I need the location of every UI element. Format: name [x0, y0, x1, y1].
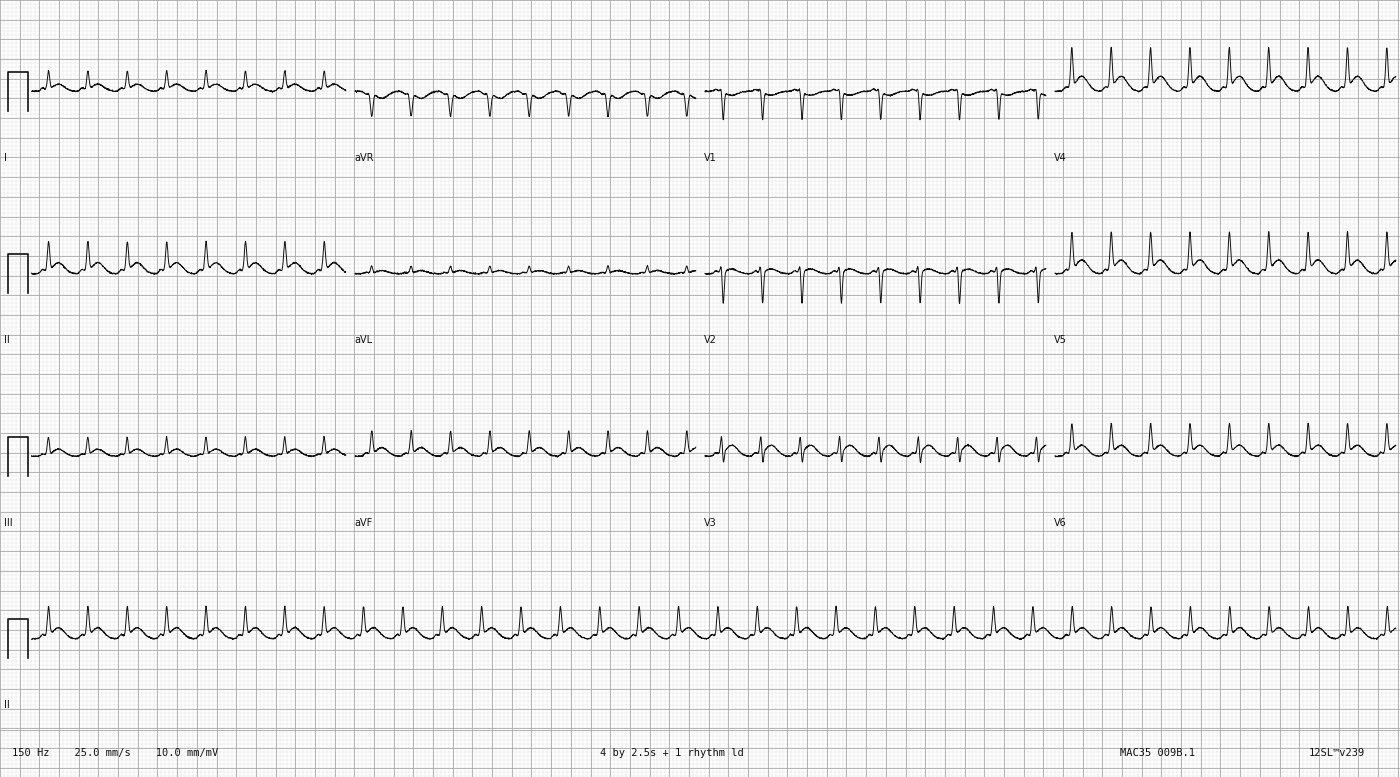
Text: aVF: aVF: [354, 517, 372, 528]
Text: V1: V1: [704, 152, 717, 162]
Text: 4 by 2.5s + 1 rhythm ld: 4 by 2.5s + 1 rhythm ld: [601, 747, 743, 758]
Text: aVR: aVR: [354, 152, 374, 162]
Text: I: I: [4, 152, 7, 162]
Text: aVL: aVL: [354, 335, 372, 345]
Text: V5: V5: [1054, 335, 1067, 345]
Text: V2: V2: [704, 335, 717, 345]
Text: V6: V6: [1054, 517, 1067, 528]
Text: II: II: [4, 700, 10, 710]
Text: MAC35 009B.1: MAC35 009B.1: [1120, 747, 1196, 758]
Text: V3: V3: [704, 517, 717, 528]
Text: V4: V4: [1054, 152, 1067, 162]
Text: III: III: [4, 517, 13, 528]
Text: 12SL™v239: 12SL™v239: [1309, 747, 1365, 758]
Text: 150 Hz    25.0 mm/s    10.0 mm/mV: 150 Hz 25.0 mm/s 10.0 mm/mV: [13, 747, 218, 758]
Text: II: II: [4, 335, 10, 345]
